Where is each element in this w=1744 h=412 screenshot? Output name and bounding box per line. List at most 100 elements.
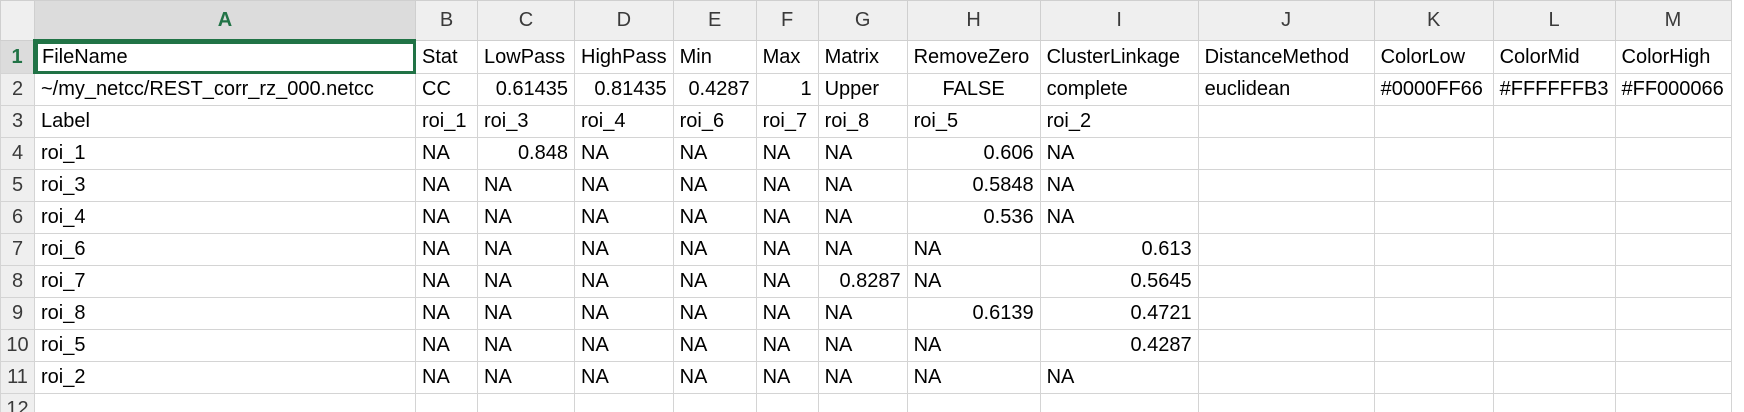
- cell-e9[interactable]: NA: [672, 297, 757, 330]
- cell-i5[interactable]: NA: [1039, 169, 1199, 202]
- cell-a3[interactable]: Label: [34, 105, 416, 138]
- cell-j3[interactable]: [1197, 105, 1375, 138]
- cell-f4[interactable]: NA: [755, 137, 819, 170]
- cell-i4[interactable]: NA: [1039, 137, 1199, 170]
- cell-g9[interactable]: NA: [817, 297, 908, 330]
- cell-a5[interactable]: roi_3: [34, 169, 416, 202]
- cell-g1[interactable]: Matrix: [817, 40, 908, 74]
- cell-l2[interactable]: #FFFFFFB3: [1492, 73, 1616, 106]
- row-header-2[interactable]: 2: [0, 73, 35, 106]
- cell-m10[interactable]: [1614, 329, 1732, 362]
- cell-f2[interactable]: 1: [755, 73, 819, 106]
- cell-b3[interactable]: roi_1: [415, 105, 478, 138]
- cell-m5[interactable]: [1614, 169, 1732, 202]
- cell-e5[interactable]: NA: [672, 169, 757, 202]
- cell-g10[interactable]: NA: [817, 329, 908, 362]
- cell-a11[interactable]: roi_2: [34, 361, 416, 394]
- cell-k11[interactable]: [1373, 361, 1494, 394]
- cell-f1[interactable]: Max: [755, 40, 819, 74]
- cell-b6[interactable]: NA: [415, 201, 478, 234]
- cell-k4[interactable]: [1373, 137, 1494, 170]
- cell-b9[interactable]: NA: [415, 297, 478, 330]
- cell-f6[interactable]: NA: [755, 201, 819, 234]
- cell-m6[interactable]: [1614, 201, 1732, 234]
- column-header-d[interactable]: D: [574, 0, 674, 41]
- cell-i1[interactable]: ClusterLinkage: [1039, 40, 1199, 74]
- cell-k12[interactable]: [1373, 393, 1494, 412]
- cell-d10[interactable]: NA: [574, 329, 674, 362]
- column-header-g[interactable]: G: [817, 0, 908, 41]
- cell-c11[interactable]: NA: [477, 361, 575, 394]
- cell-l8[interactable]: [1492, 265, 1616, 298]
- cell-f7[interactable]: NA: [755, 233, 819, 266]
- cell-g5[interactable]: NA: [817, 169, 908, 202]
- cell-m1[interactable]: ColorHigh: [1614, 40, 1732, 74]
- cell-h2[interactable]: FALSE: [906, 73, 1041, 106]
- cell-f5[interactable]: NA: [755, 169, 819, 202]
- column-header-e[interactable]: E: [672, 0, 757, 41]
- cell-f3[interactable]: roi_7: [755, 105, 819, 138]
- cell-c5[interactable]: NA: [477, 169, 575, 202]
- row-header-8[interactable]: 8: [0, 265, 35, 298]
- cell-g6[interactable]: NA: [817, 201, 908, 234]
- cell-d2[interactable]: 0.81435: [574, 73, 674, 106]
- cell-b4[interactable]: NA: [415, 137, 478, 170]
- cell-c7[interactable]: NA: [477, 233, 575, 266]
- column-header-j[interactable]: J: [1197, 0, 1375, 41]
- cell-d3[interactable]: roi_4: [574, 105, 674, 138]
- cell-e3[interactable]: roi_6: [672, 105, 757, 138]
- cell-f9[interactable]: NA: [755, 297, 819, 330]
- cell-j6[interactable]: [1197, 201, 1375, 234]
- cell-b2[interactable]: CC: [415, 73, 478, 106]
- cell-c9[interactable]: NA: [477, 297, 575, 330]
- cell-b5[interactable]: NA: [415, 169, 478, 202]
- cell-d12[interactable]: [574, 393, 674, 412]
- cell-h5[interactable]: 0.5848: [906, 169, 1041, 202]
- cell-c2[interactable]: 0.61435: [477, 73, 575, 106]
- cell-l5[interactable]: [1492, 169, 1616, 202]
- cell-g4[interactable]: NA: [817, 137, 908, 170]
- row-header-7[interactable]: 7: [0, 233, 35, 266]
- cell-m9[interactable]: [1614, 297, 1732, 330]
- cell-i2[interactable]: complete: [1039, 73, 1199, 106]
- cell-f8[interactable]: NA: [755, 265, 819, 298]
- row-header-10[interactable]: 10: [0, 329, 35, 362]
- cell-h9[interactable]: 0.6139: [906, 297, 1041, 330]
- cell-i3[interactable]: roi_2: [1039, 105, 1199, 138]
- cell-d7[interactable]: NA: [574, 233, 674, 266]
- cell-l10[interactable]: [1492, 329, 1616, 362]
- row-header-11[interactable]: 11: [0, 361, 35, 394]
- cell-j10[interactable]: [1197, 329, 1375, 362]
- cell-l12[interactable]: [1492, 393, 1616, 412]
- cell-e8[interactable]: NA: [672, 265, 757, 298]
- cell-i7[interactable]: 0.613: [1039, 233, 1199, 266]
- cell-m7[interactable]: [1614, 233, 1732, 266]
- cell-j4[interactable]: [1197, 137, 1375, 170]
- cell-k5[interactable]: [1373, 169, 1494, 202]
- cell-j1[interactable]: DistanceMethod: [1197, 40, 1375, 74]
- cell-c8[interactable]: NA: [477, 265, 575, 298]
- column-header-i[interactable]: I: [1039, 0, 1199, 41]
- cell-d9[interactable]: NA: [574, 297, 674, 330]
- cell-l1[interactable]: ColorMid: [1492, 40, 1616, 74]
- row-header-4[interactable]: 4: [0, 137, 35, 170]
- cell-j2[interactable]: euclidean: [1197, 73, 1375, 106]
- cell-d11[interactable]: NA: [574, 361, 674, 394]
- cell-k8[interactable]: [1373, 265, 1494, 298]
- cell-c6[interactable]: NA: [477, 201, 575, 234]
- column-header-c[interactable]: C: [477, 0, 575, 41]
- cell-f12[interactable]: [755, 393, 819, 412]
- column-header-l[interactable]: L: [1492, 0, 1616, 41]
- cell-i9[interactable]: 0.4721: [1039, 297, 1199, 330]
- cell-h1[interactable]: RemoveZero: [906, 40, 1041, 74]
- cell-e11[interactable]: NA: [672, 361, 757, 394]
- row-header-12[interactable]: 12: [0, 393, 35, 412]
- cell-e6[interactable]: NA: [672, 201, 757, 234]
- cell-j9[interactable]: [1197, 297, 1375, 330]
- cell-m12[interactable]: [1614, 393, 1732, 412]
- cell-a7[interactable]: roi_6: [34, 233, 416, 266]
- cell-j5[interactable]: [1197, 169, 1375, 202]
- cell-g8[interactable]: 0.8287: [817, 265, 908, 298]
- cell-e12[interactable]: [672, 393, 757, 412]
- cell-a2[interactable]: ~/my_netcc/REST_corr_rz_000.netcc: [34, 73, 416, 106]
